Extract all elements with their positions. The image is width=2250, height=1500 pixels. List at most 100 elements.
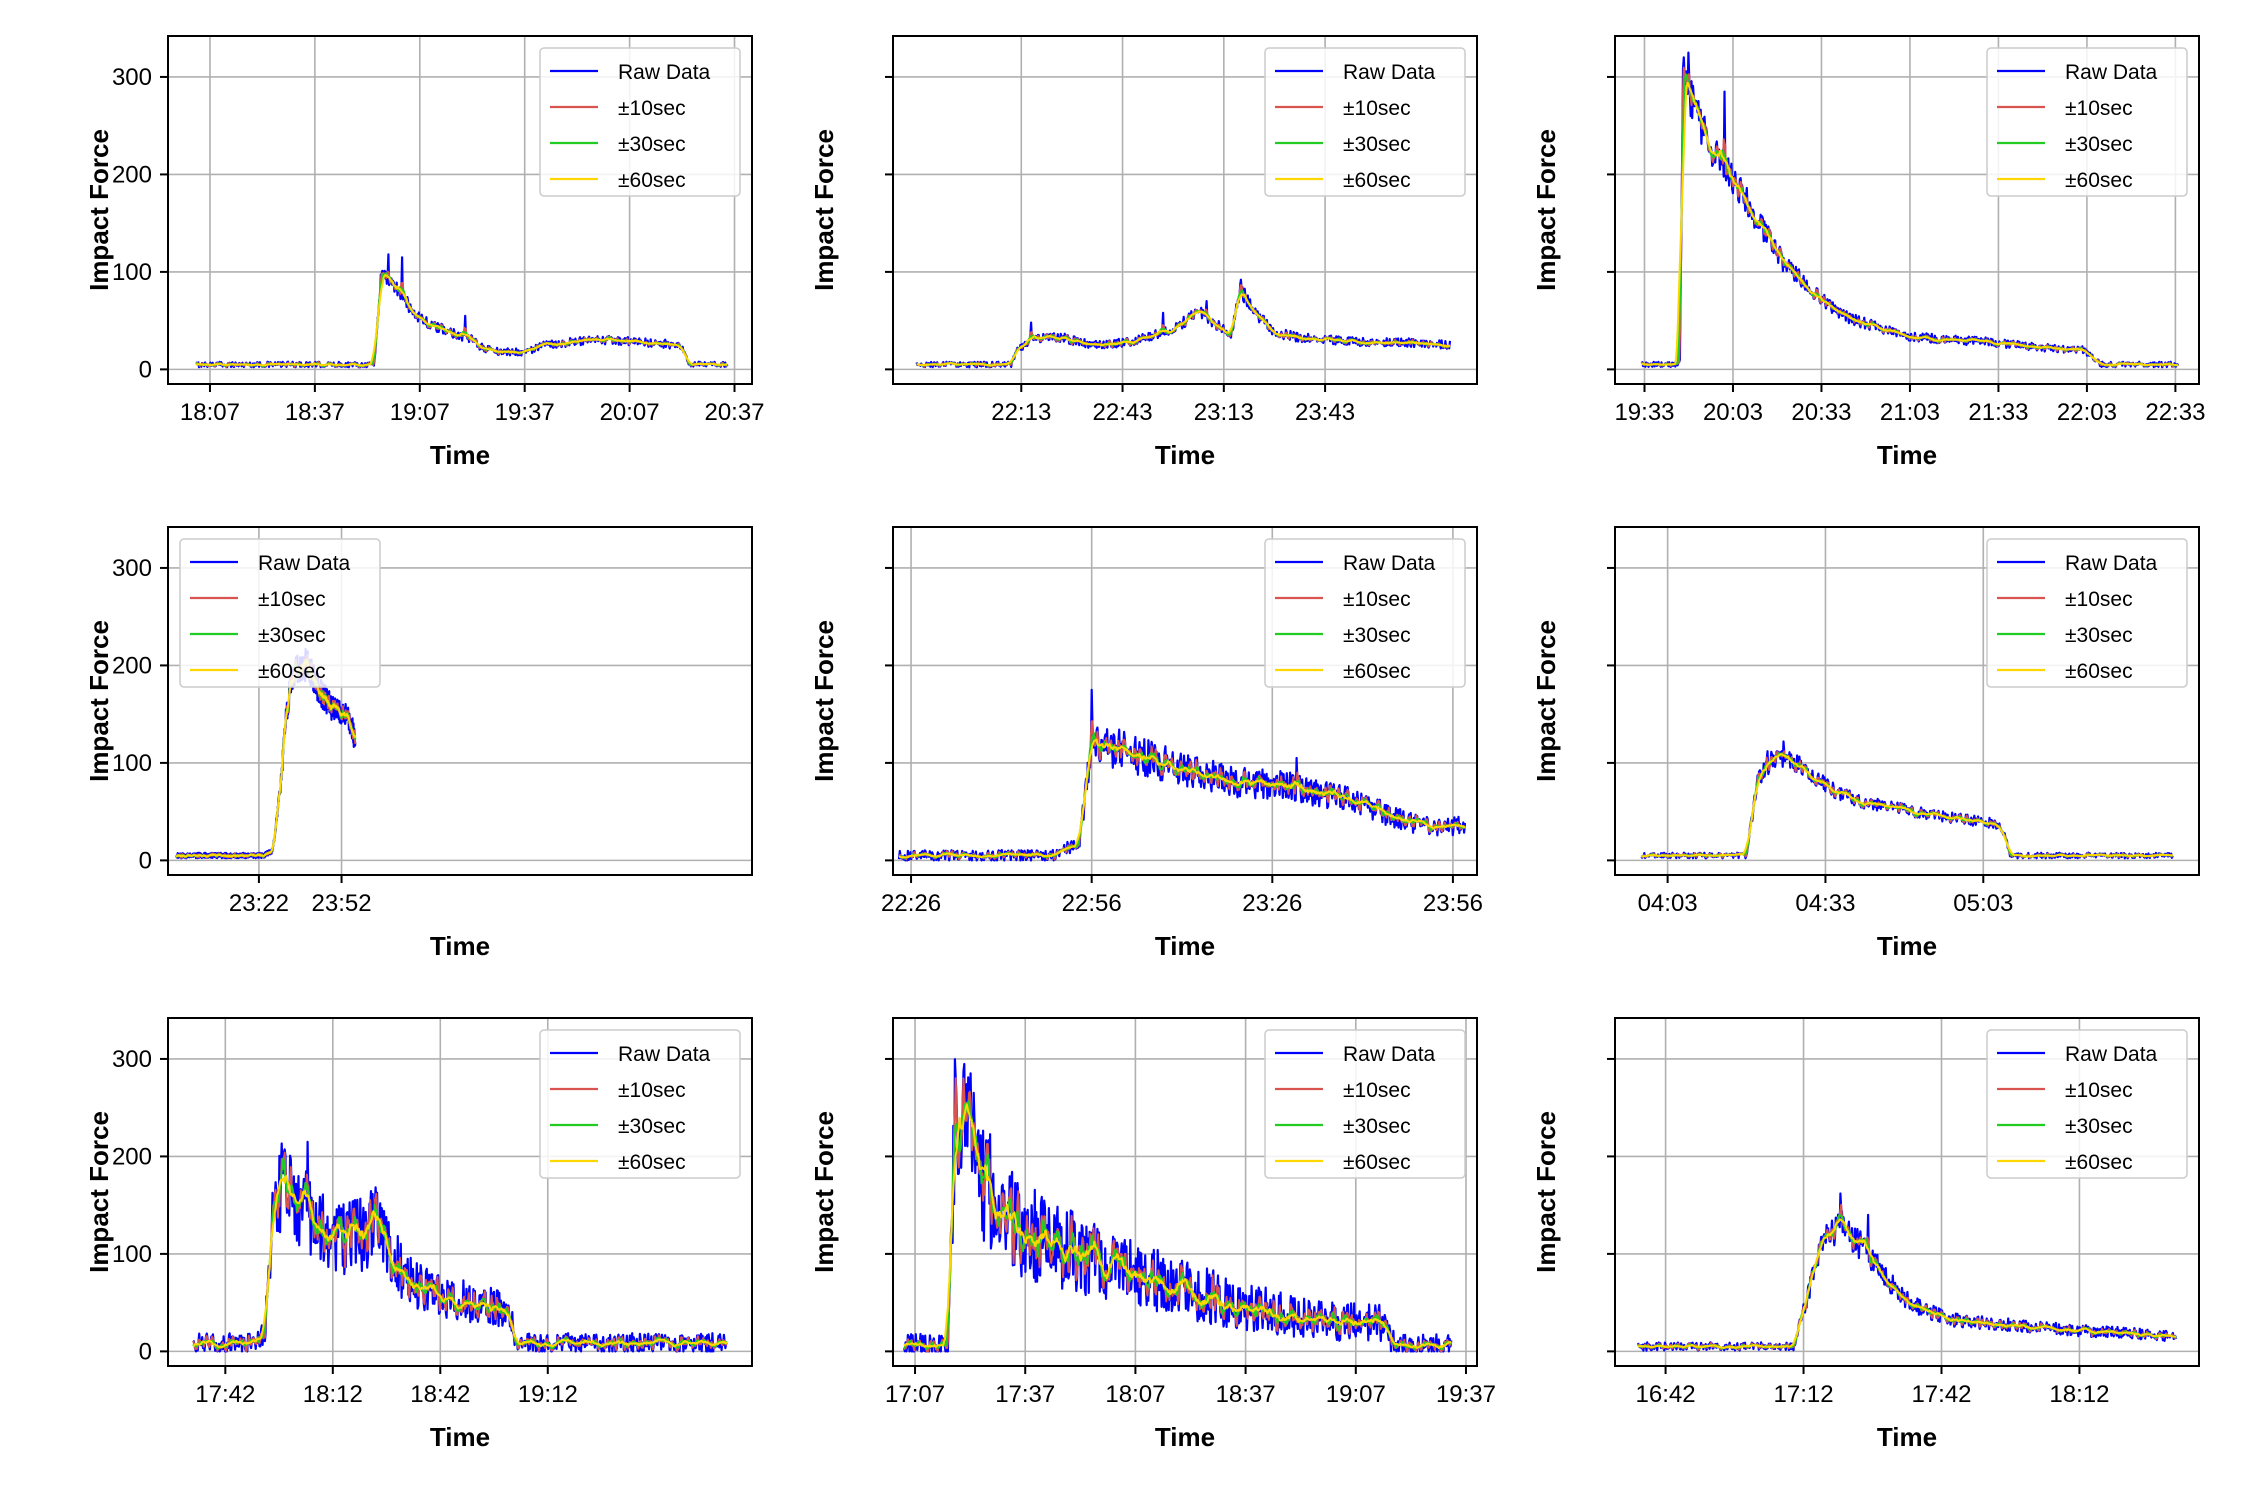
axes-frame: [167, 1017, 753, 1367]
smooth-60sec-line: [1637, 1218, 2177, 1349]
raw-data-line: [897, 688, 1467, 862]
x-tick-label: 20:07: [600, 399, 660, 426]
legend-label: ±60sec: [258, 660, 326, 683]
x-tick-label: 17:37: [995, 1381, 1055, 1408]
x-axis-label: Time: [1877, 931, 1937, 961]
legend-label: ±60sec: [618, 1151, 686, 1174]
x-tick-label: 18:37: [285, 399, 345, 426]
legend: Raw Data ±10sec ±30sec ±60sec: [1264, 538, 1466, 688]
legend-label: ±30sec: [1343, 133, 1411, 156]
y-tick-label: 0: [139, 1338, 152, 1365]
y-axis-label: Impact Force: [1531, 129, 1561, 291]
legend-label: Raw Data: [1343, 552, 1436, 575]
x-tick-label: 19:12: [518, 1381, 578, 1408]
y-tick-label: 0: [139, 356, 152, 383]
legend-label: Raw Data: [1343, 61, 1436, 84]
legend-label: ±30sec: [1343, 1115, 1411, 1138]
x-tick-label: 23:13: [1194, 399, 1254, 426]
x-tick-label: 18:12: [303, 1381, 363, 1408]
legend-label: ±60sec: [1343, 660, 1411, 683]
x-tick-label: 17:42: [1911, 1381, 1971, 1408]
legend: Raw Data ±10sec ±30sec ±60sec: [1986, 1029, 2188, 1179]
smooth-10sec-line: [898, 720, 1466, 861]
smooth-10sec-line: [192, 1151, 728, 1353]
subplot-7: 17:42 18:12 18:42 19:12 0 100 200 300 Time Impact…: [84, 1017, 753, 1452]
subplot-1: 18:07 18:37 19:07 19:37 20:07 20:37 0 100 200 300…: [84, 35, 765, 470]
x-axis-label: Time: [1155, 931, 1215, 961]
x-tick-label: 18:12: [2049, 1381, 2109, 1408]
x-tick-label: 23:56: [1423, 890, 1483, 917]
raw-data-line: [1640, 740, 2174, 860]
y-tick-label: 100: [112, 259, 152, 286]
smooth-60sec-line: [195, 274, 728, 367]
raw-data-line: [1636, 1192, 2178, 1352]
legend: Raw Data ±10sec ±30sec ±60sec: [1264, 47, 1466, 197]
y-axis-label: Impact Force: [84, 1111, 114, 1273]
smooth-60sec-line: [898, 738, 1466, 859]
y-tick-label: 300: [112, 1046, 152, 1073]
legend-box: [179, 538, 381, 688]
legend-box: [1986, 538, 2188, 688]
subplot-2: 22:13 22:43 23:13 23:43 Time Impact Force Raw …: [809, 35, 1478, 470]
axes-frame: [167, 526, 753, 876]
x-tick-label: 22:33: [2145, 399, 2205, 426]
legend: Raw Data ±10sec ±30sec ±60sec: [539, 1029, 741, 1179]
x-axis-label: Time: [430, 931, 490, 961]
x-tick-label: 18:42: [410, 1381, 470, 1408]
legend-label: ±10sec: [618, 97, 686, 120]
subplot-6: 04:03 04:33 05:03 Time Impact Force Raw Data ±…: [1531, 526, 2200, 961]
y-tick-label: 200: [112, 161, 152, 188]
legend-label: ±30sec: [618, 133, 686, 156]
x-tick-label: 20:03: [1703, 399, 1763, 426]
axes-frame: [892, 526, 1478, 876]
legend-label: ±30sec: [618, 1115, 686, 1138]
legend-label: ±10sec: [2065, 1079, 2133, 1102]
legend-box: [1986, 47, 2188, 197]
x-tick-label: 19:07: [1326, 1381, 1386, 1408]
y-tick-label: 300: [112, 64, 152, 91]
x-axis-label: Time: [1155, 440, 1215, 470]
legend-label: ±30sec: [258, 624, 326, 647]
x-tick-label: 19:33: [1614, 399, 1674, 426]
y-axis-label: Impact Force: [809, 129, 839, 291]
legend-box: [539, 47, 741, 197]
legend: Raw Data ±10sec ±30sec ±60sec: [1986, 47, 2188, 197]
x-tick-label: 21:33: [1968, 399, 2028, 426]
x-tick-label: 20:33: [1791, 399, 1851, 426]
subplot-5: 22:26 22:56 23:26 23:56 Time Impact Force Raw …: [809, 526, 1483, 961]
x-tick-label: 18:07: [180, 399, 240, 426]
y-tick-label: 100: [112, 750, 152, 777]
x-tick-label: 19:07: [390, 399, 450, 426]
legend-label: ±30sec: [1343, 624, 1411, 647]
legend-label: Raw Data: [2065, 61, 2158, 84]
legend-label: ±10sec: [2065, 588, 2133, 611]
axes-frame: [1614, 526, 2200, 876]
legend-label: Raw Data: [618, 61, 711, 84]
x-tick-label: 18:07: [1105, 1381, 1165, 1408]
legend-label: ±10sec: [1343, 588, 1411, 611]
legend: Raw Data ±10sec ±30sec ±60sec: [1264, 1029, 1466, 1179]
smooth-30sec-line: [195, 272, 728, 368]
x-axis-label: Time: [1877, 1422, 1937, 1452]
smooth-60sec-line: [1641, 81, 2179, 367]
x-axis-label: Time: [430, 440, 490, 470]
legend: Raw Data ±10sec ±30sec ±60sec: [179, 538, 381, 688]
subplot-9: 16:42 17:12 17:42 18:12 Time Impact Force Raw …: [1531, 1017, 2200, 1452]
x-tick-label: 04:33: [1795, 890, 1855, 917]
smooth-30sec-line: [175, 659, 357, 859]
axes-frame: [892, 1017, 1478, 1367]
y-tick-label: 300: [112, 555, 152, 582]
x-tick-label: 20:37: [704, 399, 764, 426]
x-tick-label: 22:03: [2057, 399, 2117, 426]
y-axis-label: Impact Force: [1531, 620, 1561, 782]
legend-label: Raw Data: [1343, 1043, 1436, 1066]
x-axis-label: Time: [1155, 1422, 1215, 1452]
y-axis-label: Impact Force: [809, 1111, 839, 1273]
x-tick-label: 23:22: [229, 890, 289, 917]
legend-label: ±10sec: [618, 1079, 686, 1102]
legend-box: [1264, 47, 1466, 197]
x-tick-label: 23:52: [312, 890, 372, 917]
y-tick-label: 0: [139, 847, 152, 874]
legend-label: ±10sec: [258, 588, 326, 611]
